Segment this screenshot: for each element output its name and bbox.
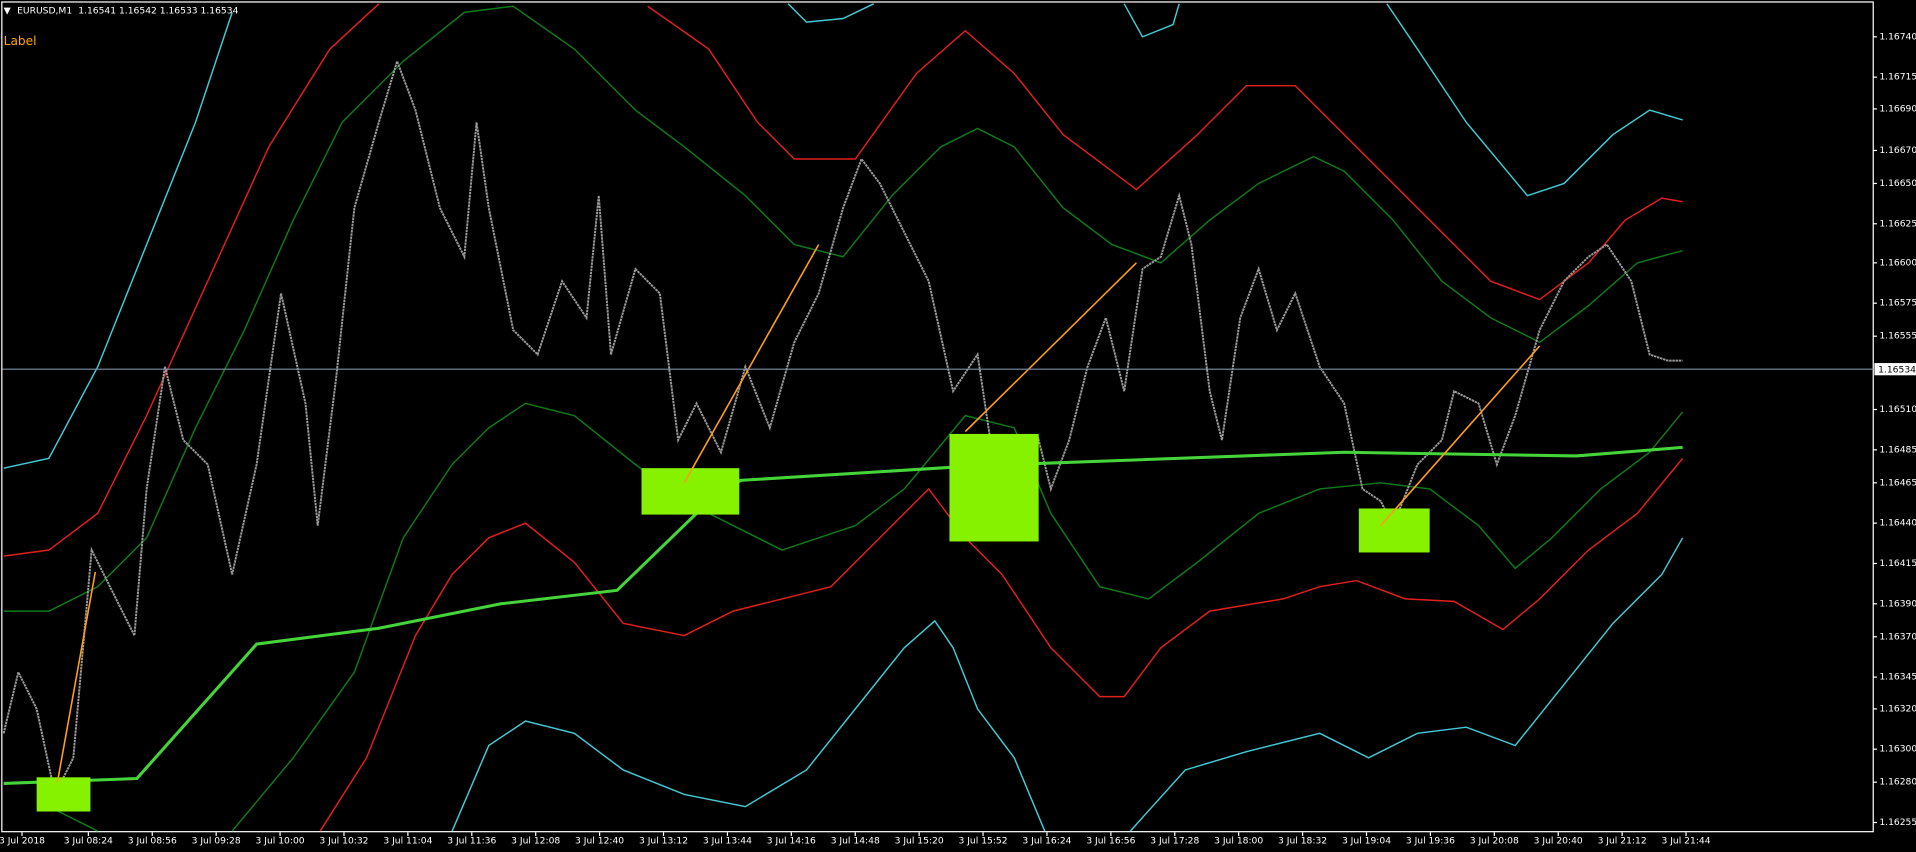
price-label: 1.16740 [1879, 31, 1916, 42]
time-label: 3 Jul 19:04 [1342, 835, 1391, 846]
lower-outer-band [451, 619, 1046, 832]
price-label: 1.16670 [1879, 145, 1916, 156]
trend-lines [56, 244, 1541, 783]
time-label: 3 Jul 19:36 [1406, 835, 1455, 846]
time-label: 3 Jul 08:24 [64, 835, 113, 846]
price-axis: 1.16740 1.16715 1.16690 1.16670 1.16650 1.166… [1873, 31, 1916, 828]
time-label: 3 Jul 18:32 [1278, 835, 1327, 846]
price-label: 1.16690 [1879, 103, 1916, 114]
time-label: 3 Jul 16:56 [1086, 835, 1135, 846]
time-label: 3 Jul 16:24 [1022, 835, 1071, 846]
time-label: 3 Jul 20:40 [1534, 835, 1583, 846]
moving-average [3, 445, 1683, 785]
price-label: 1.16370 [1879, 631, 1916, 642]
price-label: 1.16485 [1879, 444, 1916, 455]
price-label: 1.16440 [1879, 518, 1916, 529]
time-label: 3 Jul 12:08 [511, 835, 560, 846]
lower-inner-band [231, 402, 1684, 832]
upper-outer-band [3, 12, 233, 469]
price-label: 1.16390 [1879, 598, 1916, 609]
price-label: 1.16415 [1879, 558, 1916, 569]
signal-zone [1358, 508, 1430, 553]
time-label: 3 Jul 08:56 [128, 835, 177, 846]
lower-mid-band [319, 457, 1684, 832]
price-label: 1.16600 [1879, 257, 1916, 268]
time-label: 3 Jul 10:00 [256, 835, 305, 846]
time-label: 3 Jul 2018 [0, 835, 45, 846]
time-label: 3 Jul 11:04 [383, 835, 432, 846]
signal-zone [641, 468, 740, 515]
price-label: 1.16650 [1879, 178, 1916, 189]
price-label: 1.16465 [1879, 477, 1916, 488]
current-price-label: 1.16534 [1878, 364, 1916, 375]
time-label: 3 Jul 21:44 [1661, 835, 1710, 846]
trend-line [56, 571, 97, 783]
upper-mid-band [3, 3, 380, 557]
price-label: 1.16280 [1879, 777, 1916, 788]
price-label: 1.16625 [1879, 218, 1916, 229]
chart-frame [1, 1, 1874, 833]
upper-outer-band [787, 3, 875, 23]
price-label: 1.16555 [1879, 331, 1916, 342]
trend-line [964, 262, 1137, 433]
time-label: 3 Jul 18:00 [1214, 835, 1263, 846]
price-label: 1.16320 [1879, 703, 1916, 714]
time-label: 3 Jul 10:32 [319, 835, 368, 846]
time-label: 3 Jul 15:52 [959, 835, 1008, 846]
current-price-box [1874, 363, 1916, 376]
price-label: 1.16345 [1879, 672, 1916, 683]
upper-outer-band [1123, 3, 1180, 38]
upper-outer-band [1386, 3, 1683, 197]
time-label: 3 Jul 15:20 [895, 835, 944, 846]
price-label: 1.16575 [1879, 298, 1916, 309]
time-label: 3 Jul 13:44 [703, 835, 752, 846]
signal-zone [949, 433, 1039, 542]
time-label: 3 Jul 21:12 [1598, 835, 1647, 846]
time-label: 3 Jul 11:36 [447, 835, 496, 846]
upper-mid-band [647, 5, 1683, 301]
time-label: 3 Jul 09:28 [192, 835, 241, 846]
signal-zone [36, 777, 91, 812]
label: Label [4, 34, 37, 48]
time-label: 3 Jul 14:16 [767, 835, 816, 846]
price-label: 1.16510 [1879, 404, 1916, 415]
header-arrow: ▼ [4, 6, 12, 17]
time-axis: 3 Jul 2018 3 Jul 08:24 3 Jul 08:56 3 Jul 09… [0, 832, 1711, 846]
time-label: 3 Jul 12:40 [575, 835, 624, 846]
quote: 1.16541 1.16542 1.16533 1.16534 [78, 6, 238, 17]
upper-inner-band [3, 5, 1683, 612]
symbol: EURUSD,M1 [17, 6, 72, 17]
price-label: 1.16715 [1879, 72, 1916, 83]
time-label: 3 Jul 14:48 [831, 835, 880, 846]
time-label: 3 Jul 13:12 [639, 835, 688, 846]
price-label: 1.16255 [1879, 817, 1916, 828]
price-label: 1.16300 [1879, 744, 1916, 755]
time-label: 3 Jul 17:28 [1150, 835, 1199, 846]
time-label: 3 Jul 20:08 [1470, 835, 1519, 846]
trend-line [683, 244, 820, 484]
lower-outer-band [1129, 537, 1684, 832]
trend-line [1380, 345, 1541, 527]
